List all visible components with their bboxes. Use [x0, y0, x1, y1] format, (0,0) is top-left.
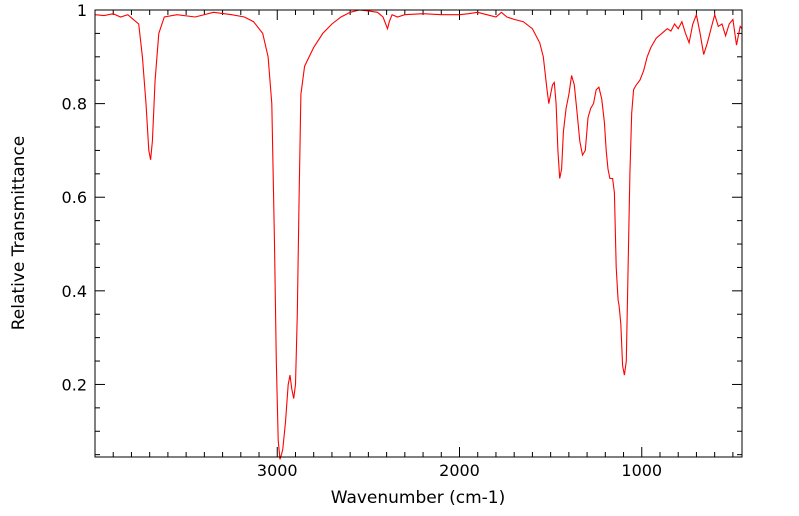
y-tick-label: 0.8	[62, 95, 87, 114]
plot-frame	[94, 9, 743, 458]
x-axis-label: Wavenumber (cm-1)	[331, 488, 506, 508]
transmittance-series-line	[94, 9, 743, 460]
x-tick-label: 3000	[257, 461, 298, 480]
plot-area	[95, 10, 742, 457]
axis-ticks	[94, 9, 742, 457]
y-tick-label: 0.6	[62, 188, 87, 207]
x-tick-label: 2000	[439, 461, 480, 480]
x-tick-label: 1000	[621, 461, 662, 480]
y-tick-label: 0.2	[62, 375, 87, 394]
y-tick-label: 1	[77, 1, 87, 20]
y-axis-label: Relative Transmittance	[9, 136, 29, 331]
y-tick-label: 0.4	[62, 282, 87, 301]
tick-labels: 3000 2000 1000 0.2 0.4 0.6 0.8 1	[62, 1, 663, 480]
